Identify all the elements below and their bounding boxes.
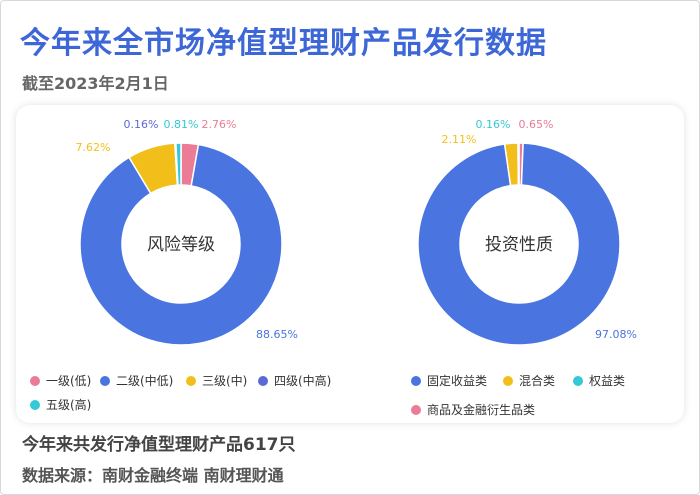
- legend-label: 混合类: [519, 374, 556, 388]
- legend-item[interactable]: 权益类: [573, 372, 625, 389]
- investment-type-donut: 0.65% 97.08% 2.11% 0.16% 投资性质: [417, 118, 637, 346]
- legend-swatch: [573, 375, 583, 386]
- slice-五级(高): [175, 142, 182, 186]
- slice-固定收益类: [417, 142, 621, 346]
- legend-item[interactable]: 混合类: [503, 372, 555, 389]
- legend-item[interactable]: 二级(中低): [100, 372, 173, 389]
- slice-value-label: 7.62%: [76, 141, 111, 154]
- legend-label: 三级(中): [202, 374, 248, 388]
- slice-value-label: 88.65%: [256, 328, 298, 341]
- slice-二级(中低): [79, 143, 283, 346]
- legend-swatch: [100, 375, 110, 386]
- legend-swatch: [411, 375, 421, 386]
- legend-item[interactable]: 固定收益类: [411, 372, 487, 389]
- data-source: 数据来源：南财金融终端 南财理财通: [22, 466, 284, 485]
- slice-value-label: 0.81%: [164, 118, 199, 131]
- slice-value-label: 0.16%: [476, 118, 511, 131]
- legend-swatch: [503, 375, 513, 386]
- slice-value-label: 0.16%: [124, 118, 159, 131]
- donut-center-label: 风险等级: [147, 235, 215, 255]
- donut-center-label: 投资性质: [485, 235, 553, 255]
- slice-value-label: 0.65%: [519, 118, 554, 131]
- legend-label: 固定收益类: [427, 374, 488, 388]
- legend-swatch: [30, 375, 40, 386]
- legend-item[interactable]: 五级(高): [30, 396, 91, 413]
- legend-swatch: [30, 399, 40, 410]
- legend-item[interactable]: 商品及金融衍生品类: [411, 401, 535, 418]
- page-title: 今年来全市场净值型理财产品发行数据: [20, 26, 547, 61]
- slice-value-label: 2.11%: [442, 133, 477, 146]
- legend-label: 五级(高): [46, 398, 92, 412]
- risk-level-donut: 2.76% 88.65% 7.62% 0.16% 0.81% 风险等级: [76, 118, 298, 346]
- legend-item[interactable]: 四级(中高): [258, 372, 331, 389]
- slice-value-label: 97.08%: [595, 328, 637, 341]
- slice-value-label: 2.76%: [202, 118, 237, 131]
- legend-label: 二级(中低): [116, 374, 174, 388]
- legend-item[interactable]: 三级(中): [186, 372, 247, 389]
- legend-label: 权益类: [589, 374, 626, 388]
- legend-swatch: [411, 404, 421, 415]
- legend-label: 一级(低): [46, 374, 92, 388]
- legend-swatch: [186, 375, 196, 386]
- summary-text: 今年来共发行净值型理财产品617只: [22, 435, 296, 455]
- legend-label: 四级(中高): [274, 374, 332, 388]
- page-subtitle: 截至2023年2月1日: [22, 74, 169, 93]
- legend-label: 商品及金融衍生品类: [427, 403, 536, 417]
- slice-权益类: [517, 142, 520, 186]
- legend-item[interactable]: 一级(低): [30, 372, 91, 389]
- legend-swatch: [258, 375, 268, 386]
